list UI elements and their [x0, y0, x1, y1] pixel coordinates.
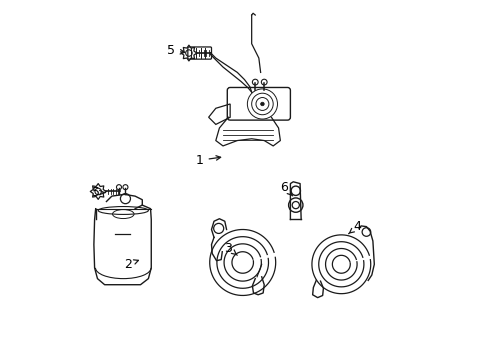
Text: 6: 6 [280, 181, 292, 196]
Text: 2: 2 [124, 258, 138, 271]
Text: 3: 3 [224, 242, 237, 255]
Text: 5: 5 [166, 44, 184, 57]
Text: 1: 1 [195, 154, 220, 167]
Text: 4: 4 [348, 220, 361, 234]
Text: 5: 5 [91, 186, 105, 199]
Circle shape [260, 102, 264, 106]
